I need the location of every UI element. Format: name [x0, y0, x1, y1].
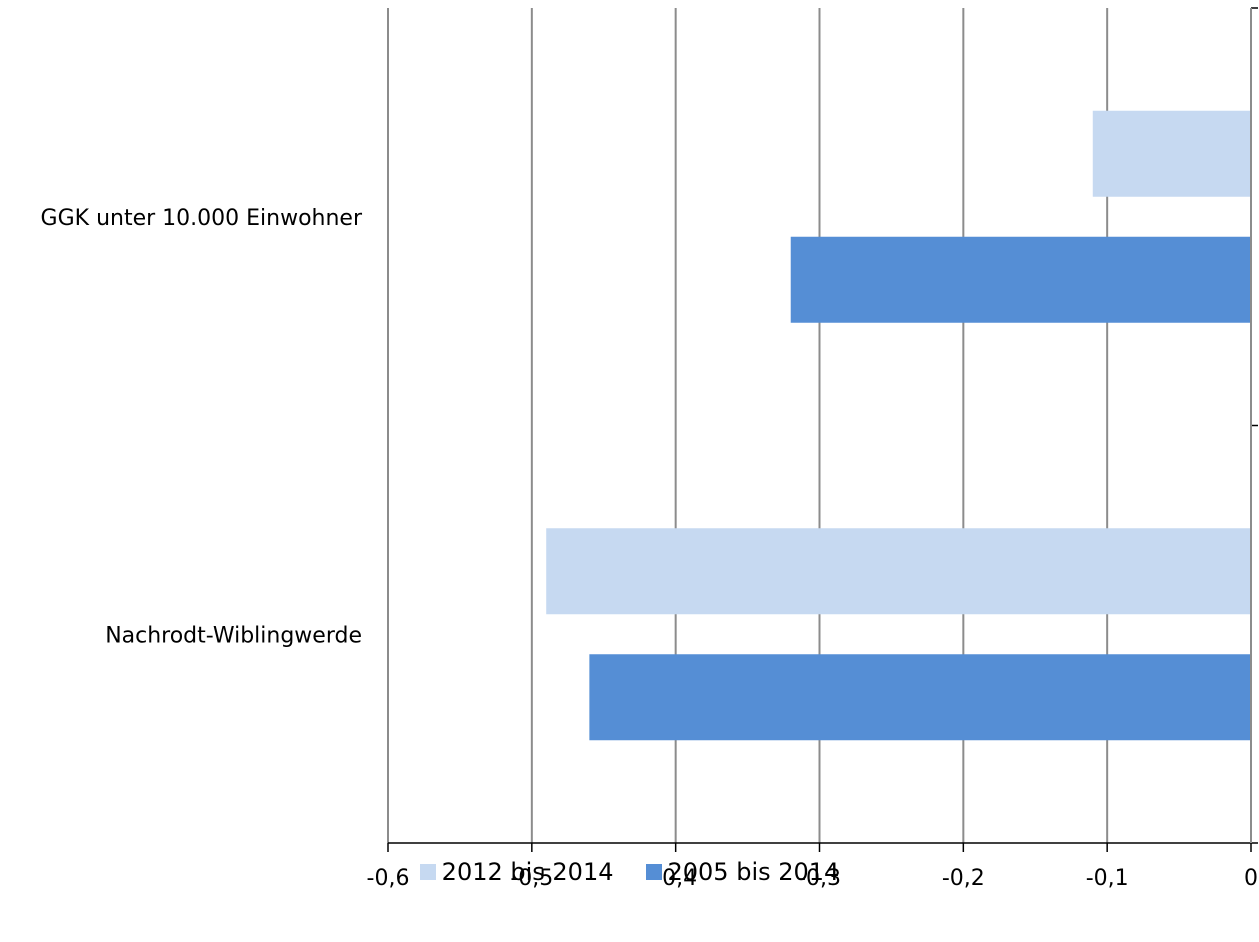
legend-swatch — [645, 864, 662, 880]
bar-2-1 — [790, 236, 1251, 323]
x-tick-label: -0,1 — [1086, 866, 1129, 891]
legend-label: 2012 bis 2014 — [441, 858, 614, 886]
axes — [387, 7, 1258, 852]
category-label: Nachrodt-Wiblingwerde — [105, 623, 362, 648]
legend-swatch — [419, 864, 436, 880]
x-tick-label: -0,3 — [798, 866, 841, 891]
legend-item-series-1: 2012 bis 2014 — [419, 858, 614, 886]
legend-label: 2005 bis 2014 — [667, 858, 840, 886]
x-tick-label: 0 — [1244, 866, 1258, 891]
x-tick-label: -0,6 — [367, 866, 410, 891]
category-label: GGK unter 10.000 Einwohner — [41, 206, 363, 231]
bar-1-2 — [546, 528, 1251, 615]
bar-1-1 — [1092, 110, 1251, 197]
x-tick-label: -0,5 — [510, 866, 553, 891]
bar-2-2 — [589, 654, 1251, 741]
x-tick-label: -0,2 — [942, 866, 985, 891]
legend: 2012 bis 2014 2005 bis 2014 — [0, 858, 1259, 886]
bars — [546, 110, 1251, 741]
legend-item-series-2: 2005 bis 2014 — [645, 858, 840, 886]
